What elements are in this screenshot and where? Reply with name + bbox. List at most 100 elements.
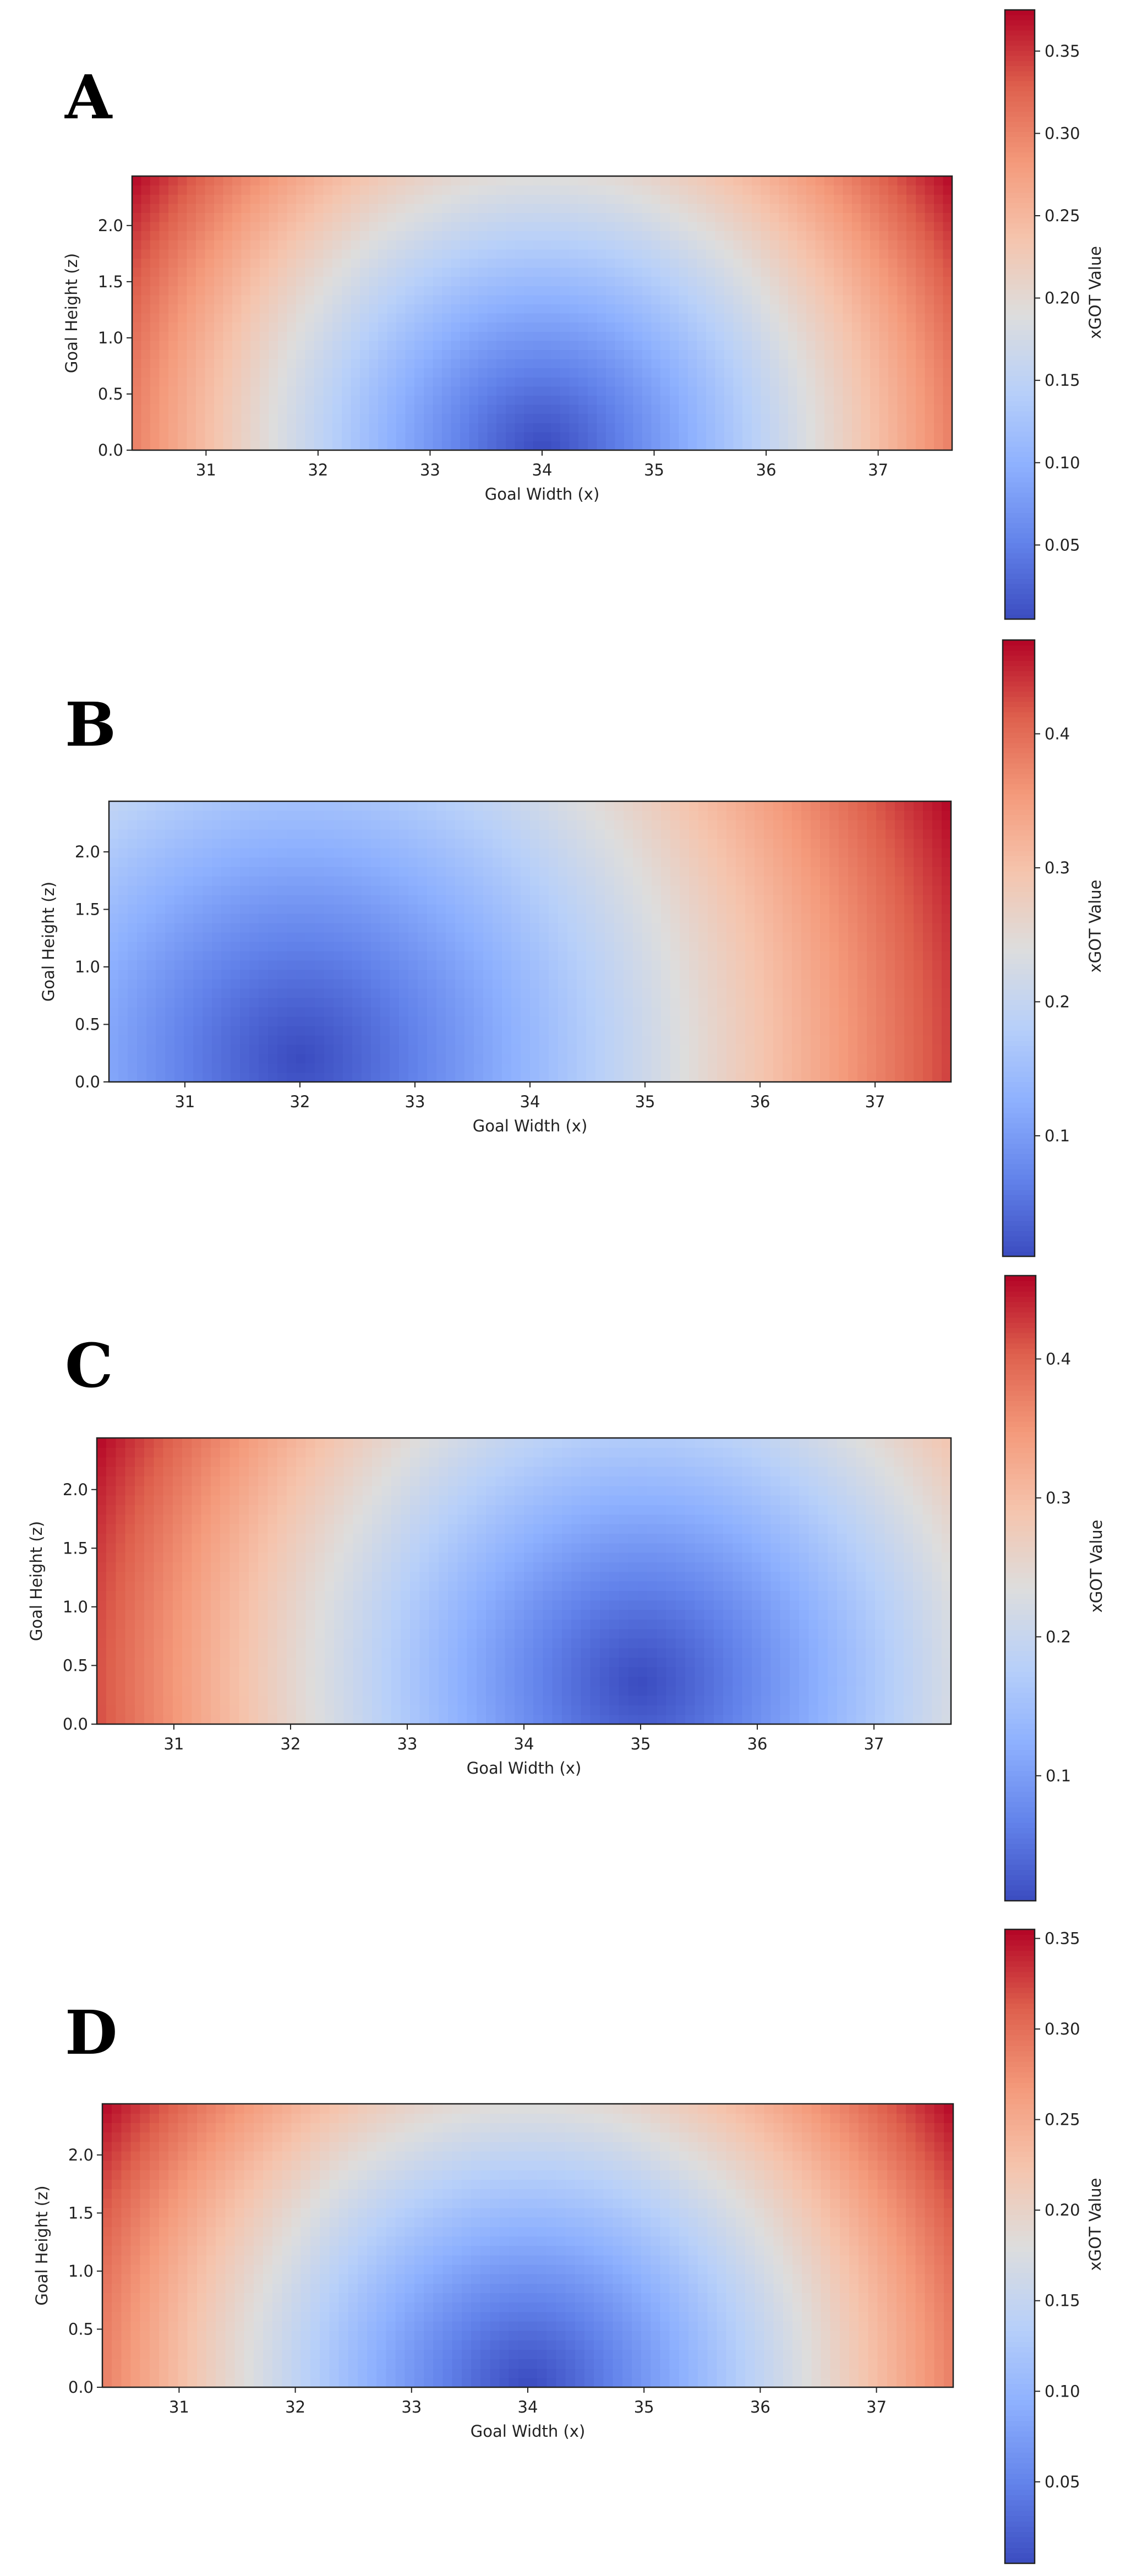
heatmap-cell — [334, 829, 343, 839]
colorbar-segment — [1005, 593, 1035, 599]
heatmap-cell — [661, 885, 671, 895]
heatmap-cell — [624, 249, 634, 259]
heatmap-cell — [474, 895, 484, 905]
heatmap-cell — [423, 368, 433, 378]
heatmap-cell — [851, 386, 862, 396]
heatmap-cell — [427, 960, 437, 970]
heatmap-cell — [221, 857, 231, 867]
heatmap-cell — [624, 801, 633, 811]
heatmap-cell — [314, 413, 324, 423]
heatmap-cell — [726, 1044, 736, 1054]
heatmap-cell — [193, 811, 203, 821]
heatmap-cell — [165, 820, 175, 830]
heatmap-cell — [212, 820, 222, 830]
heatmap-cell — [483, 1035, 493, 1045]
heatmap-cell — [755, 914, 764, 923]
heatmap-cell — [595, 1073, 605, 1082]
heatmap-cell — [755, 979, 764, 989]
heatmap-cell — [362, 979, 371, 989]
heatmap-cell — [715, 231, 725, 240]
heatmap-cell — [487, 222, 497, 232]
heatmap-cell — [779, 359, 789, 369]
heatmap-cell — [414, 368, 424, 378]
heatmap-cell — [165, 1054, 175, 1064]
heatmap-cell — [724, 212, 734, 222]
heatmap-cell — [414, 267, 424, 277]
heatmap-cell — [212, 951, 222, 961]
heatmap-cell — [925, 194, 934, 204]
heatmap-cell — [341, 258, 351, 268]
heatmap-cell — [259, 423, 269, 433]
heatmap-cell — [698, 1016, 708, 1026]
heatmap-cell — [205, 212, 215, 222]
heatmap-cell — [487, 294, 497, 304]
heatmap-cell — [769, 203, 780, 213]
heatmap-cell — [174, 1026, 184, 1036]
heatmap-cell — [414, 413, 424, 423]
heatmap-cell — [118, 848, 128, 858]
heatmap-cell — [418, 914, 428, 923]
heatmap-cell — [764, 1016, 774, 1026]
heatmap-cell — [174, 1054, 184, 1064]
heatmap-cell — [378, 395, 388, 405]
heatmap-cell — [241, 304, 251, 314]
heatmap-cell — [906, 349, 916, 359]
heatmap-cell — [642, 1007, 652, 1017]
heatmap-cell — [717, 942, 727, 951]
heatmap-cell — [597, 377, 606, 387]
heatmap-cell — [726, 904, 736, 914]
heatmap-cell — [315, 867, 325, 877]
heatmap-cell — [708, 923, 718, 933]
heatmap-cell — [493, 1063, 502, 1073]
heatmap-cell — [390, 848, 400, 858]
heatmap-cell — [745, 914, 755, 923]
heatmap-cell — [132, 340, 142, 350]
heatmap-cell — [698, 885, 708, 895]
heatmap-cell — [549, 829, 559, 839]
heatmap-cell — [314, 313, 324, 323]
heatmap-cell — [487, 176, 497, 186]
heatmap-cell — [879, 294, 889, 304]
heatmap-cell — [487, 194, 497, 204]
heatmap-cell — [174, 979, 184, 989]
heatmap-cell — [511, 876, 521, 886]
heatmap-cell — [159, 322, 169, 332]
heatmap-cell — [521, 801, 531, 811]
heatmap-cell — [680, 829, 690, 839]
heatmap-cell — [943, 176, 953, 186]
heatmap-cell — [414, 212, 424, 222]
heatmap-cell — [396, 231, 406, 240]
heatmap-cell — [268, 1035, 278, 1045]
heatmap-cell — [751, 431, 761, 441]
heatmap-cell — [277, 349, 288, 359]
heatmap-cell — [615, 240, 625, 250]
heatmap-cell — [615, 304, 625, 314]
heatmap-cell — [669, 276, 679, 286]
heatmap-cell — [184, 848, 194, 858]
heatmap-cell — [464, 923, 474, 933]
heatmap-cell — [614, 1073, 624, 1082]
heatmap-cell — [870, 249, 880, 259]
heatmap-cell — [542, 222, 552, 232]
heatmap-cell — [399, 923, 409, 933]
heatmap-cell — [511, 829, 521, 839]
heatmap-cell — [259, 895, 269, 905]
heatmap-cell — [539, 1016, 549, 1026]
heatmap-cell — [511, 867, 521, 877]
heatmap-cell — [605, 998, 615, 1008]
heatmap-cell — [212, 867, 222, 877]
heatmap-cell — [165, 829, 175, 839]
heatmap-cell — [742, 368, 752, 378]
heatmap-cell — [223, 276, 233, 286]
heatmap-cell — [187, 286, 196, 296]
heatmap-cell — [177, 286, 187, 296]
heatmap-cell — [851, 304, 862, 314]
heatmap-cell — [879, 185, 889, 195]
heatmap-cell — [156, 988, 166, 998]
heatmap-cell — [305, 377, 315, 387]
heatmap-cell — [597, 322, 606, 332]
heatmap-cell — [203, 979, 212, 989]
heatmap-cell — [399, 848, 409, 858]
heatmap-cell — [455, 885, 465, 895]
heatmap-cell — [359, 404, 370, 414]
